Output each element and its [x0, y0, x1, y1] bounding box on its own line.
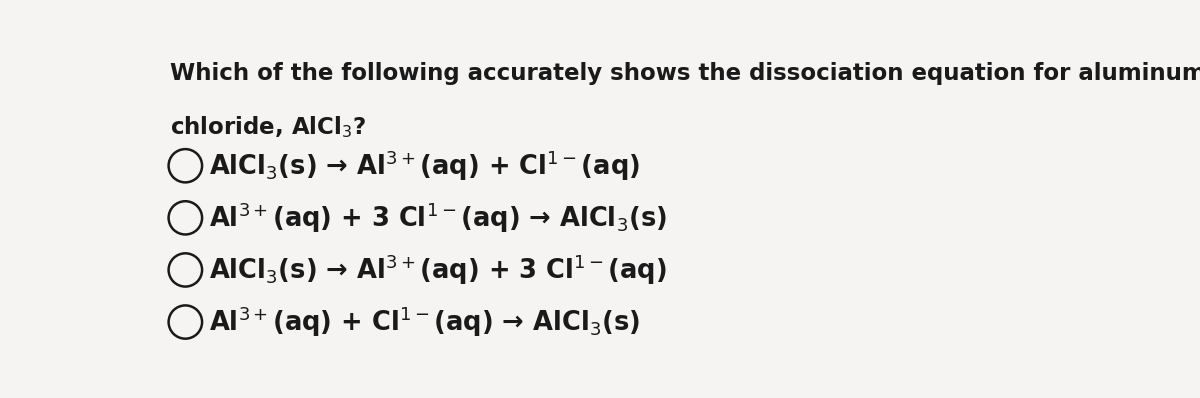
Text: chloride, AlCl$_3$?: chloride, AlCl$_3$?	[170, 114, 366, 140]
Text: Al$^{3+}$(aq) + 3 Cl$^{1-}$(aq) → AlCl$_3$(s): Al$^{3+}$(aq) + 3 Cl$^{1-}$(aq) → AlCl$_…	[209, 201, 666, 235]
Text: Al$^{3+}$(aq) + Cl$^{1-}$(aq) → AlCl$_3$(s): Al$^{3+}$(aq) + Cl$^{1-}$(aq) → AlCl$_3$…	[209, 305, 640, 339]
Text: Which of the following accurately shows the dissociation equation for aluminum: Which of the following accurately shows …	[170, 62, 1200, 84]
Text: AlCl$_3$(s) → Al$^{3+}$(aq) + 3 Cl$^{1-}$(aq): AlCl$_3$(s) → Al$^{3+}$(aq) + 3 Cl$^{1-}…	[209, 253, 666, 287]
Text: AlCl$_3$(s) → Al$^{3+}$(aq) + Cl$^{1-}$(aq): AlCl$_3$(s) → Al$^{3+}$(aq) + Cl$^{1-}$(…	[209, 148, 640, 183]
